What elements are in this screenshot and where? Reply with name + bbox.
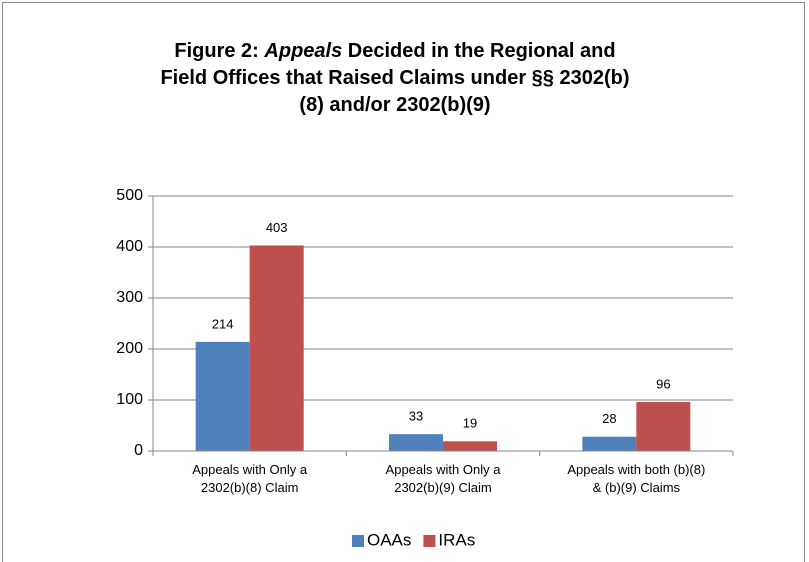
data-label: 28 xyxy=(602,411,616,426)
data-label: 33 xyxy=(409,409,423,424)
data-label: 19 xyxy=(463,416,477,431)
bar xyxy=(249,245,304,451)
bar xyxy=(389,434,443,451)
bar xyxy=(636,402,691,451)
x-tick-label: Appeals with Only a 2302(b)(8) Claim xyxy=(192,462,308,495)
x-tick-label: Appeals with both (b)(8) & (b)(9) Claims xyxy=(567,462,706,495)
data-label: 403 xyxy=(266,220,288,235)
bar xyxy=(582,436,637,451)
y-tick-label: 100 xyxy=(116,391,143,408)
y-tick-label: 300 xyxy=(116,289,143,306)
legend-label: IRAs xyxy=(438,530,475,549)
bar xyxy=(443,441,497,451)
legend-swatch xyxy=(423,535,436,547)
y-tick-label: 400 xyxy=(116,238,143,255)
data-label: 214 xyxy=(212,316,234,331)
chart-title: Figure 2: Appeals Decided in the Regiona… xyxy=(150,38,640,119)
title-part: Appeals xyxy=(264,40,343,62)
data-label: 96 xyxy=(656,376,670,391)
bar xyxy=(195,341,250,451)
x-tick-label: Appeals with Only a 2302(b)(9) Claim xyxy=(385,462,501,495)
legend-label: OAAs xyxy=(367,530,411,549)
y-tick-label: 200 xyxy=(116,340,143,357)
title-part: Decided in the Regional and Field Office… xyxy=(160,40,630,116)
y-tick-label: 500 xyxy=(116,187,143,204)
y-tick-label: 0 xyxy=(134,442,143,459)
title-part: Figure 2: xyxy=(174,40,265,62)
legend-swatch xyxy=(352,535,364,547)
